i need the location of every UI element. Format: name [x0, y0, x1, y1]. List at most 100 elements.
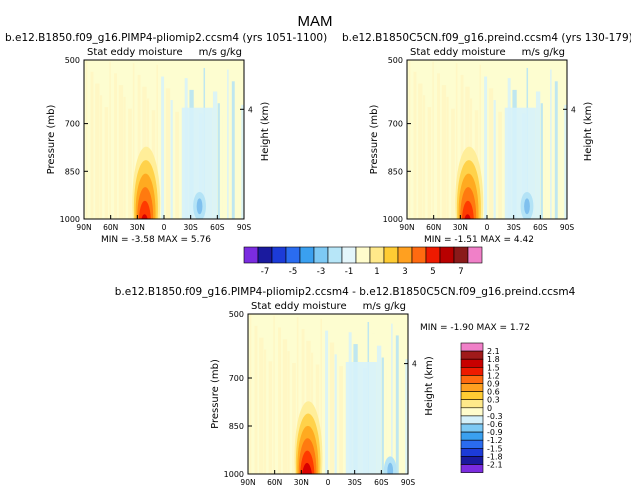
field-streak	[90, 71, 94, 219]
colorbar-swatch	[271, 246, 287, 264]
colorbar-swatch	[313, 246, 329, 264]
y-tick-label: 500	[65, 56, 80, 65]
y-tick-label: 700	[65, 120, 80, 129]
y-axis-title: Pressure (mb)	[369, 105, 380, 175]
field-streak	[175, 111, 179, 219]
y-tick-label: 500	[229, 310, 244, 319]
colorbar-label: -1.8	[487, 452, 503, 461]
field-streak	[446, 96, 449, 219]
x-tick-label: 90N	[76, 223, 91, 232]
colorbar-swatch	[453, 246, 469, 264]
x-tick-label: 60N	[267, 478, 282, 487]
field-streak	[99, 95, 103, 219]
colorbar-swatch	[257, 246, 273, 264]
colorbar-label: -1.5	[487, 444, 503, 453]
field-streak	[325, 330, 329, 474]
right-tick-label: 4	[248, 105, 253, 114]
field-streak	[418, 83, 423, 219]
field-streak	[212, 91, 218, 219]
colorbar-label: 1.8	[487, 355, 500, 364]
trough-core	[524, 198, 530, 215]
min-max-label: MIN = -1.90 MAX = 1.72	[420, 323, 530, 333]
field-streak	[479, 64, 481, 219]
field-streak	[564, 104, 567, 219]
y-tick-label: 850	[65, 167, 80, 176]
field-streak	[344, 320, 346, 474]
colorbar-label: 0.6	[487, 388, 500, 397]
figure-title: MAM	[298, 13, 333, 30]
field-label: Stat eddy moisture	[410, 47, 506, 58]
colorbar-swatch	[425, 246, 441, 264]
field-streak	[128, 108, 132, 219]
right-axis-title: Height (km)	[424, 356, 435, 416]
panel-bottom-difference: b.e12.B1850.f09_g16.PIMP4-pliomip2.ccsm4…	[115, 286, 576, 487]
field-streak	[545, 115, 549, 219]
field-streak	[301, 329, 305, 474]
field-streak	[254, 325, 258, 474]
colorbar-swatch	[411, 246, 427, 264]
field-streak	[236, 93, 241, 219]
field-streak	[85, 60, 88, 219]
field-streak	[334, 354, 337, 474]
peak-contour-level	[138, 200, 151, 219]
contour-field	[407, 60, 567, 219]
colorbar-label: -2.1	[487, 461, 503, 470]
x-tick-label: 60S	[533, 223, 548, 232]
x-tick-label: 90S	[401, 478, 416, 487]
colorbar-swatch	[327, 246, 343, 264]
colorbar-label: 7	[458, 267, 463, 277]
field-streak	[422, 95, 426, 219]
colorbar-swatch	[460, 439, 484, 449]
field-streak	[282, 339, 288, 474]
right-tick-label: 4	[571, 105, 576, 114]
colorbar-label: 1.2	[487, 371, 500, 380]
field-streak	[217, 103, 220, 219]
field-streak	[455, 63, 458, 219]
field-streak	[278, 327, 281, 474]
field-streak	[498, 111, 502, 219]
field-streak	[123, 96, 126, 219]
colorbar-swatch	[460, 423, 484, 433]
colorbar-swatch	[439, 246, 455, 264]
field-streak	[432, 61, 434, 219]
field-streak	[259, 337, 264, 474]
contour-field	[248, 314, 408, 474]
field-label: Stat eddy moisture	[251, 301, 347, 312]
x-tick-label: 90S	[560, 223, 575, 232]
colorbar-label: -0.3	[487, 412, 503, 421]
difference-colorbar: 2.11.81.51.20.90.60.30-0.3-0.6-0.9-1.2-1…	[460, 342, 503, 473]
colorbar-label: -5	[289, 267, 297, 277]
x-tick-label: 60S	[210, 223, 225, 232]
colorbar-swatch	[243, 246, 259, 264]
units-label: m/s g/kg	[199, 47, 242, 58]
x-tick-label: 60N	[426, 223, 441, 232]
colorbar-label: 0	[487, 404, 492, 413]
colorbar-label: -3	[317, 267, 325, 277]
min-max-label: MIN = -3.58 MAX = 5.76	[101, 235, 211, 245]
field-streak	[156, 64, 158, 219]
field-streak	[559, 93, 564, 219]
colorbar-swatch	[460, 342, 484, 352]
right-tick-label: 4	[412, 360, 417, 369]
colorbar-swatch	[460, 383, 484, 392]
peak-contour-level	[461, 200, 474, 219]
colorbar-swatch	[460, 415, 484, 425]
colorbar-swatch	[460, 447, 484, 457]
colorbar-label: 2.1	[487, 347, 500, 356]
colorbar-label: -0.6	[487, 420, 503, 429]
field-streak	[165, 88, 171, 219]
colorbar-swatch	[460, 456, 484, 465]
panel-top-right: b.e12.B1850C5CN.f09_g16.preind.ccsm4 (yr…	[342, 32, 631, 245]
x-tick-label: 90S	[237, 223, 252, 232]
field-streak	[263, 349, 267, 474]
colorbar-label: 0.9	[487, 380, 500, 389]
min-max-label: MIN = -1.51 MAX = 4.42	[424, 235, 534, 245]
colorbar-swatch	[383, 246, 399, 264]
right-axis-title: Height (km)	[583, 102, 594, 162]
field-streak	[554, 81, 558, 219]
colorbar-swatch	[467, 246, 483, 264]
colorbar-label: -1.2	[487, 436, 503, 445]
negative-region	[345, 362, 377, 474]
colorbar-swatch	[369, 246, 385, 264]
field-streak	[376, 345, 382, 474]
